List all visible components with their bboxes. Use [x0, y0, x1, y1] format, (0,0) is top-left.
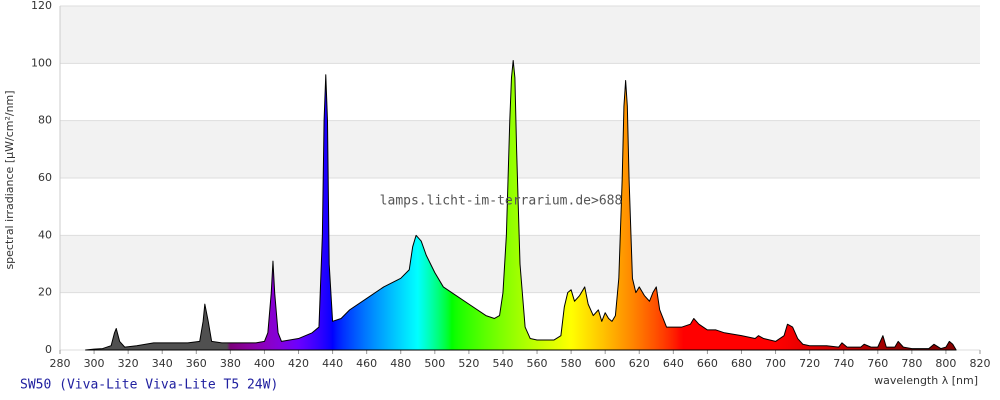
watermark: lamps.licht-im-terrarium.de>688 — [380, 194, 623, 209]
x-tick-label: 620 — [629, 357, 650, 370]
x-tick-label: 480 — [390, 357, 411, 370]
y-tick-label: 40 — [38, 228, 52, 241]
x-tick-label: 600 — [595, 357, 616, 370]
x-tick-label: 380 — [220, 357, 241, 370]
x-tick-label: 780 — [901, 357, 922, 370]
x-tick-label: 400 — [254, 357, 275, 370]
x-tick-label: 520 — [458, 357, 479, 370]
subtitle: SW50 (Viva-Lite Viva-Lite T5 24W) — [20, 378, 278, 393]
y-tick-label: 100 — [31, 56, 52, 69]
x-tick-label: 420 — [288, 357, 309, 370]
x-tick-label: 540 — [492, 357, 513, 370]
grid-band — [60, 6, 980, 64]
x-tick-label: 500 — [424, 357, 445, 370]
x-tick-label: 340 — [152, 357, 173, 370]
grid-band — [60, 120, 980, 178]
y-tick-label: 20 — [38, 286, 52, 299]
x-tick-label: 560 — [527, 357, 548, 370]
y-axis-label: spectral irradiance [µW/cm²/nm] — [3, 90, 16, 269]
x-tick-label: 760 — [867, 357, 888, 370]
spectrum-area — [85, 59, 957, 351]
x-tick-label: 820 — [970, 357, 991, 370]
y-tick-label: 0 — [45, 343, 52, 356]
x-tick-label: 700 — [765, 357, 786, 370]
x-tick-label: 580 — [561, 357, 582, 370]
x-tick-label: 640 — [663, 357, 684, 370]
y-tick-label: 60 — [38, 171, 52, 184]
y-tick-label: 120 — [31, 0, 52, 12]
x-tick-label: 720 — [799, 357, 820, 370]
x-tick-label: 320 — [118, 357, 139, 370]
x-tick-label: 660 — [697, 357, 718, 370]
x-tick-label: 740 — [833, 357, 854, 370]
x-tick-label: 360 — [186, 357, 207, 370]
x-axis-label: wavelength λ [nm] — [874, 374, 978, 387]
x-tick-label: 440 — [322, 357, 343, 370]
x-tick-label: 460 — [356, 357, 377, 370]
x-tick-label: 680 — [731, 357, 752, 370]
x-tick-label: 800 — [935, 357, 956, 370]
y-tick-label: 80 — [38, 114, 52, 127]
x-tick-label: 280 — [50, 357, 71, 370]
x-tick-label: 300 — [84, 357, 105, 370]
